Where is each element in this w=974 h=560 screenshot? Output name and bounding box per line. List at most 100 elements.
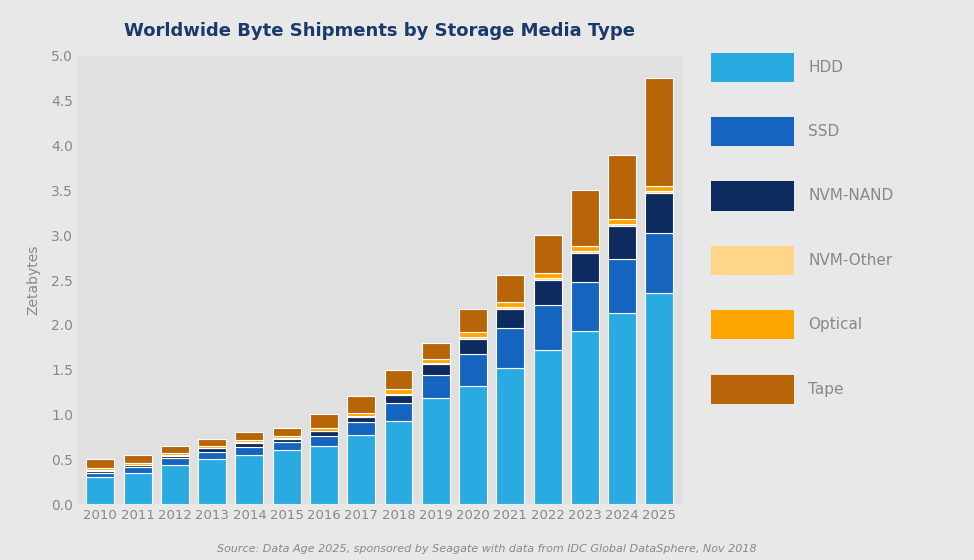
- Bar: [571, 253, 599, 282]
- Bar: [348, 396, 375, 413]
- Bar: [236, 440, 263, 442]
- Bar: [124, 473, 152, 504]
- Bar: [422, 398, 450, 504]
- Bar: [198, 449, 226, 452]
- Bar: [422, 343, 450, 359]
- Bar: [646, 193, 673, 232]
- Bar: [273, 436, 301, 438]
- Bar: [124, 467, 152, 473]
- Bar: [571, 190, 599, 246]
- Bar: [236, 455, 263, 504]
- Y-axis label: Zetabytes: Zetabytes: [26, 245, 40, 315]
- Bar: [459, 337, 487, 339]
- Bar: [459, 386, 487, 504]
- Bar: [608, 155, 636, 219]
- Bar: [385, 403, 412, 421]
- Bar: [348, 416, 375, 417]
- Bar: [385, 421, 412, 504]
- Bar: [534, 273, 562, 278]
- Bar: [608, 219, 636, 225]
- Bar: [198, 440, 226, 446]
- Bar: [534, 305, 562, 350]
- Bar: [534, 278, 562, 280]
- Bar: [497, 301, 524, 307]
- Bar: [198, 447, 226, 449]
- Bar: [459, 332, 487, 337]
- Bar: [459, 309, 487, 332]
- Bar: [161, 455, 189, 456]
- Bar: [571, 331, 599, 504]
- Bar: [422, 364, 450, 375]
- Bar: [646, 186, 673, 192]
- Bar: [534, 350, 562, 504]
- Text: HDD: HDD: [808, 60, 843, 74]
- Bar: [497, 274, 524, 301]
- Bar: [348, 413, 375, 416]
- Bar: [273, 438, 301, 442]
- Bar: [161, 465, 189, 504]
- Bar: [348, 417, 375, 422]
- Bar: [422, 363, 450, 364]
- Bar: [310, 414, 338, 428]
- Bar: [385, 389, 412, 394]
- Bar: [310, 431, 338, 436]
- Bar: [497, 307, 524, 309]
- Bar: [87, 471, 114, 473]
- Bar: [87, 477, 114, 504]
- Text: Worldwide Byte Shipments by Storage Media Type: Worldwide Byte Shipments by Storage Medi…: [125, 22, 635, 40]
- Bar: [236, 432, 263, 440]
- Bar: [198, 452, 226, 459]
- Bar: [608, 259, 636, 313]
- Bar: [459, 339, 487, 354]
- Bar: [534, 280, 562, 305]
- Text: NVM-NAND: NVM-NAND: [808, 189, 894, 203]
- Bar: [497, 368, 524, 504]
- Bar: [236, 447, 263, 455]
- Bar: [646, 78, 673, 186]
- Bar: [161, 456, 189, 458]
- Bar: [310, 436, 338, 446]
- Bar: [646, 232, 673, 293]
- Bar: [422, 375, 450, 398]
- Bar: [198, 459, 226, 504]
- Bar: [161, 453, 189, 455]
- Bar: [310, 446, 338, 504]
- Bar: [236, 443, 263, 447]
- Text: NVM-Other: NVM-Other: [808, 253, 892, 268]
- Bar: [124, 455, 152, 463]
- Bar: [87, 470, 114, 471]
- Bar: [608, 313, 636, 504]
- Bar: [646, 192, 673, 193]
- Text: Optical: Optical: [808, 318, 863, 332]
- Bar: [646, 293, 673, 504]
- Bar: [273, 450, 301, 504]
- Bar: [87, 459, 114, 468]
- Bar: [161, 446, 189, 453]
- Bar: [422, 359, 450, 363]
- Bar: [124, 463, 152, 465]
- Bar: [273, 428, 301, 436]
- Bar: [310, 428, 338, 431]
- Bar: [608, 225, 636, 226]
- Bar: [497, 328, 524, 368]
- Bar: [497, 309, 524, 328]
- Bar: [459, 354, 487, 386]
- Bar: [236, 442, 263, 443]
- Bar: [385, 395, 412, 403]
- Bar: [571, 251, 599, 253]
- Bar: [385, 370, 412, 389]
- Bar: [348, 435, 375, 504]
- Bar: [385, 394, 412, 395]
- Text: SSD: SSD: [808, 124, 840, 139]
- Bar: [124, 465, 152, 467]
- Bar: [198, 446, 226, 447]
- Bar: [348, 422, 375, 435]
- Bar: [534, 235, 562, 273]
- Bar: [87, 468, 114, 470]
- Bar: [571, 246, 599, 251]
- Bar: [608, 226, 636, 259]
- Bar: [87, 473, 114, 477]
- Text: Tape: Tape: [808, 382, 843, 396]
- Bar: [161, 458, 189, 465]
- Bar: [273, 442, 301, 450]
